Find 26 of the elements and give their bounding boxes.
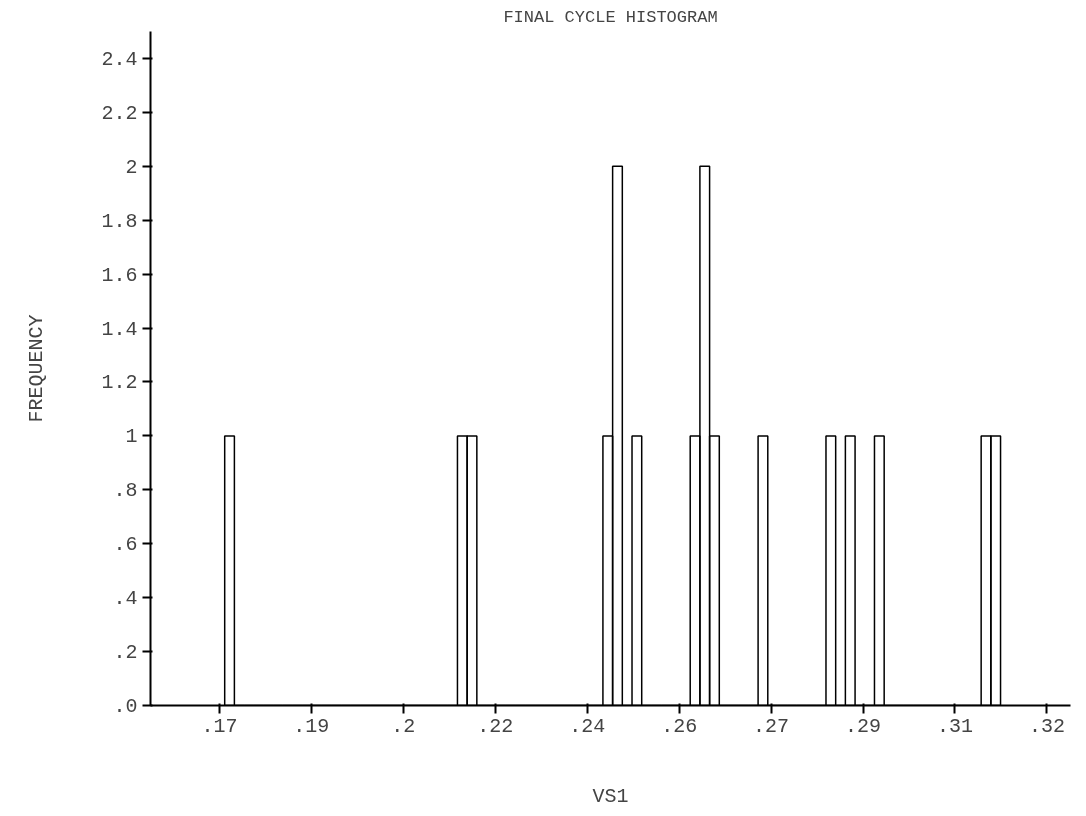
y-tick-label: 1.4: [101, 317, 138, 341]
y-tick-label: 2: [125, 155, 138, 179]
y-tick-label: 1.8: [101, 209, 138, 233]
y-tick-label: .6: [113, 533, 138, 557]
x-axis-title: VS1: [592, 784, 629, 808]
y-tick-label: .4: [113, 587, 138, 611]
x-tick-label: .19: [293, 714, 330, 738]
x-tick-label: .31: [936, 714, 973, 738]
y-tick-label: 1.6: [101, 263, 138, 287]
y-tick-label: 1.2: [101, 371, 138, 395]
y-tick-label: .0: [113, 695, 138, 718]
x-tick-label: .17: [201, 714, 238, 738]
x-tick-label: .29: [845, 714, 882, 738]
y-tick-label: 1: [125, 425, 138, 449]
y-tick-label: .2: [113, 641, 138, 665]
y-tick-label: 2.2: [101, 101, 138, 125]
x-tick-label: .2: [391, 714, 416, 738]
x-tick-label: .32: [1028, 714, 1065, 738]
y-tick-label: 2.4: [101, 47, 138, 71]
x-tick-label: .22: [477, 714, 514, 738]
x-tick-label: .27: [753, 714, 790, 738]
x-tick-label: .24: [569, 714, 606, 738]
x-tick-label: .26: [661, 714, 698, 738]
y-tick-label: .8: [113, 479, 138, 503]
y-axis-title: FREQUENCY: [25, 314, 49, 423]
chart-title: FINAL CYCLE HISTOGRAM: [503, 7, 718, 27]
